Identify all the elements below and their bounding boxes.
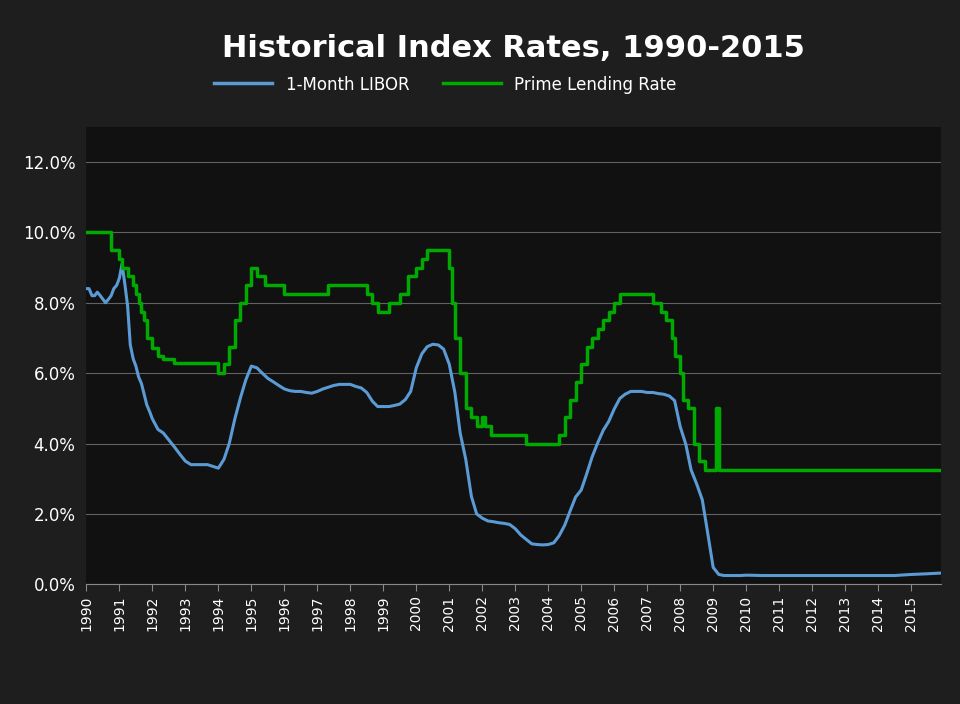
Prime Lending Rate — [935, 466, 947, 474]
1-Month LIBOR — [806, 572, 818, 580]
Prime Lending Rate — [252, 263, 263, 272]
1-Month LIBOR — [84, 284, 95, 293]
1-Month LIBOR — [100, 298, 111, 307]
Legend: 1-Month LIBOR, Prime Lending Rate: 1-Month LIBOR, Prime Lending Rate — [214, 75, 677, 94]
Prime Lending Rate — [520, 431, 532, 439]
1-Month LIBOR — [619, 390, 631, 398]
Prime Lending Rate — [699, 466, 710, 474]
1-Month LIBOR — [718, 572, 730, 580]
Prime Lending Rate — [421, 246, 433, 254]
Prime Lending Rate — [81, 228, 92, 237]
1-Month LIBOR — [476, 514, 488, 522]
Line: 1-Month LIBOR: 1-Month LIBOR — [86, 264, 941, 576]
Prime Lending Rate — [449, 334, 461, 342]
1-Month LIBOR — [641, 389, 653, 397]
1-Month LIBOR — [81, 284, 92, 293]
Prime Lending Rate — [553, 431, 564, 439]
1-Month LIBOR — [935, 569, 947, 577]
1-Month LIBOR — [116, 260, 128, 268]
Title: Historical Index Rates, 1990-2015: Historical Index Rates, 1990-2015 — [222, 34, 805, 63]
Line: Prime Lending Rate: Prime Lending Rate — [86, 232, 941, 470]
Prime Lending Rate — [675, 351, 686, 360]
